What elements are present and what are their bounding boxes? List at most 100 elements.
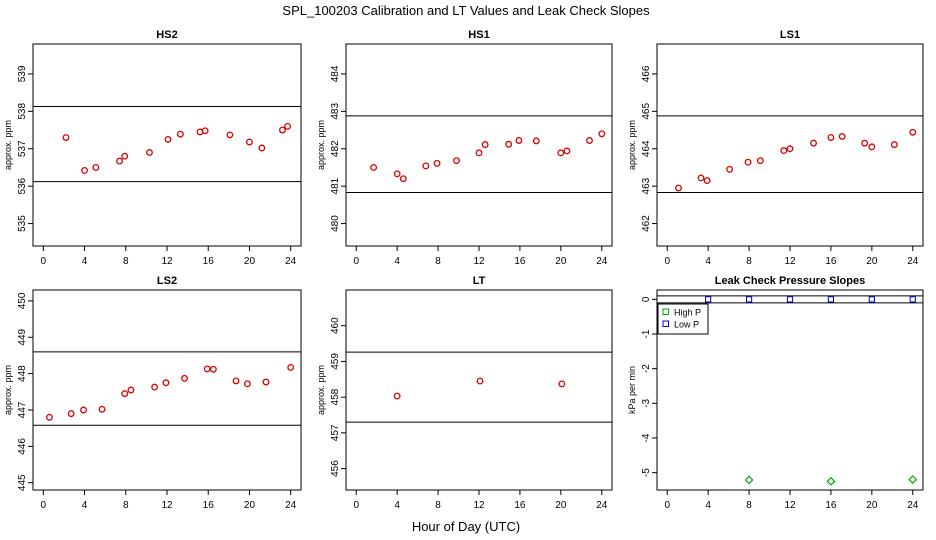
- data-point: [246, 138, 253, 146]
- data-point: [475, 149, 483, 157]
- y-tick-label: 447: [17, 401, 28, 418]
- data-point-high-p: [826, 476, 836, 486]
- data-point: [780, 147, 788, 155]
- data-point: [481, 141, 489, 149]
- y-tick-label: 450: [17, 292, 28, 309]
- x-tick-label: 16: [203, 256, 215, 267]
- data-point: [98, 405, 106, 413]
- x-tick-label: 4: [705, 500, 711, 511]
- x-tick-label: 0: [664, 500, 670, 511]
- data-point: [703, 177, 711, 184]
- data-point: [46, 413, 53, 421]
- legend-swatch: [662, 308, 669, 315]
- y-axis-label: approx. ppm: [316, 120, 326, 170]
- x-tick-label: 4: [82, 256, 88, 267]
- x-tick-label: 0: [41, 256, 47, 267]
- x-tick-label: 24: [285, 256, 297, 267]
- x-tick-label: 8: [435, 256, 441, 267]
- y-tick-label: 480: [330, 215, 341, 232]
- panel-title: Leak Check Pressure Slopes: [715, 275, 865, 287]
- data-point: [232, 377, 240, 385]
- y-tick-label: 459: [330, 353, 341, 370]
- data-point: [201, 127, 209, 135]
- panel-title: LS1: [780, 29, 800, 41]
- data-point-high-p: [744, 475, 754, 485]
- plot-frame: [345, 289, 613, 491]
- x-tick-label: 12: [473, 500, 485, 511]
- x-tick-label: 4: [394, 500, 400, 511]
- panels-group: HS2 0 4 8 12 16 20 24 535 536 537 538 539 approx. ppm…: [3, 29, 924, 511]
- legend: High P Low P: [657, 303, 709, 335]
- x-tick-label: 16: [514, 500, 526, 511]
- data-point: [176, 130, 184, 138]
- x-tick-label: 20: [244, 256, 256, 267]
- data-point: [909, 128, 917, 136]
- x-tick-label: 24: [596, 256, 608, 267]
- y-axis-label: approx. ppm: [316, 365, 326, 415]
- panel-title: HS1: [468, 29, 489, 41]
- data-point: [278, 126, 286, 134]
- data-point: [92, 163, 100, 171]
- y-tick-label: 445: [17, 474, 28, 491]
- data-point: [861, 139, 869, 147]
- x-tick-label: 0: [41, 500, 47, 511]
- data-point: [675, 184, 682, 192]
- data-point: [243, 380, 251, 388]
- y-tick-label: 482: [330, 140, 341, 157]
- panel-ls2: LS2 0 4 8 12 16 20 24 445 446 447 448 449 450 approx. …: [3, 275, 302, 511]
- data-point: [586, 137, 593, 144]
- legend-label: High P: [674, 308, 701, 318]
- data-point: [393, 170, 401, 178]
- x-tick-label: 0: [353, 500, 359, 511]
- data-point-low-p: [827, 296, 835, 303]
- y-tick-label: 466: [641, 65, 652, 82]
- x-tick-label: 20: [866, 500, 878, 511]
- data-point: [393, 392, 401, 400]
- y-tick-label: 481: [330, 177, 341, 194]
- y-tick-label: 535: [17, 215, 28, 232]
- x-tick-label: 4: [394, 256, 400, 267]
- legend-label: Low P: [674, 320, 699, 330]
- data-point: [80, 406, 87, 414]
- panel-hs1: HS1 0 4 8 12 16 20 24 480 481 482 483 484 approx. ppm: [316, 29, 613, 267]
- data-point: [557, 149, 565, 157]
- y-axis-label: approx. ppm: [627, 120, 637, 170]
- data-point-low-p: [705, 296, 712, 303]
- panel-title: HS2: [156, 29, 177, 41]
- x-tick-label: 0: [664, 256, 670, 267]
- data-point-low-p: [909, 296, 916, 303]
- data-point: [151, 383, 159, 391]
- data-point-low-p: [868, 296, 875, 303]
- panel-lt: LT 0 4 8 12 16 20 24 456 457 458 459 460 approx. ppm: [316, 275, 613, 511]
- data-point: [505, 140, 513, 148]
- panel-hs2: HS2 0 4 8 12 16 20 24 535 536 537 538 539 approx. ppm: [3, 29, 302, 267]
- y-tick-label: 484: [330, 65, 341, 82]
- x-tick-label: 8: [123, 500, 129, 511]
- data-point: [433, 159, 441, 167]
- y-tick-label: -1: [641, 329, 652, 338]
- y-tick-label: 483: [330, 103, 341, 120]
- y-tick-label: 538: [17, 103, 28, 120]
- y-tick-label: 537: [17, 140, 28, 157]
- data-point: [726, 165, 734, 173]
- data-point: [598, 130, 606, 138]
- y-tick-label: 536: [17, 177, 28, 194]
- x-axis-label: Hour of Day (UTC): [412, 519, 520, 534]
- x-tick-label: 12: [784, 500, 796, 511]
- y-tick-label: 464: [641, 140, 652, 157]
- y-axis-label: approx. ppm: [3, 120, 13, 170]
- y-tick-label: 0: [641, 296, 652, 302]
- data-point: [563, 147, 571, 155]
- data-point: [258, 144, 266, 152]
- x-tick-label: 8: [123, 256, 129, 267]
- data-point: [756, 157, 764, 165]
- data-point: [181, 374, 188, 382]
- data-point: [827, 134, 835, 141]
- x-tick-label: 20: [244, 500, 256, 511]
- data-point: [370, 163, 378, 171]
- data-point: [786, 145, 794, 153]
- data-point-low-p: [786, 296, 794, 303]
- data-point: [284, 122, 292, 130]
- y-tick-label: 456: [330, 460, 341, 477]
